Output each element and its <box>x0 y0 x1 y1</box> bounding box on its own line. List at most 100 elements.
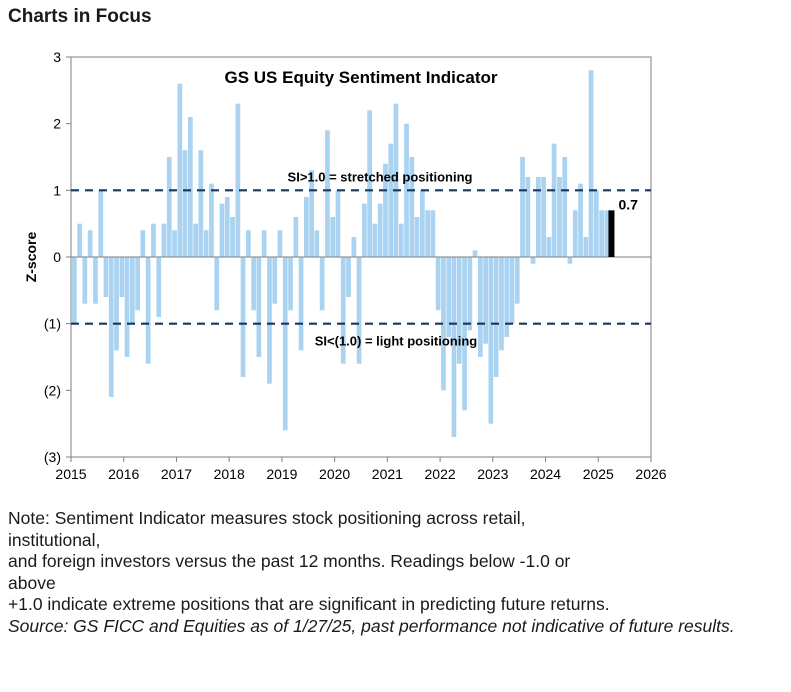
sentiment-bar <box>504 257 510 337</box>
sentiment-bar <box>441 257 446 391</box>
sentiment-bar <box>161 223 167 257</box>
sentiment-bar <box>388 143 394 257</box>
sentiment-bar <box>462 257 467 411</box>
latest-bar <box>608 210 615 257</box>
sentiment-bar <box>156 257 162 317</box>
x-tick-label: 2023 <box>477 466 508 482</box>
sentiment-bar <box>435 257 441 311</box>
sentiment-bar <box>108 257 114 397</box>
sentiment-bar <box>335 190 341 257</box>
sentiment-bar <box>530 257 536 264</box>
sentiment-bar <box>340 257 346 364</box>
sentiment-bar <box>562 157 568 257</box>
sentiment-bar <box>588 70 594 257</box>
x-tick-label: 2025 <box>583 466 614 482</box>
latest-marker: 0.7 <box>608 196 638 257</box>
sentiment-bar <box>356 257 362 364</box>
reference-lines: SI>1.0 = stretched positioning SI<(1.0) =… <box>71 169 651 349</box>
sentiment-bar <box>288 257 293 311</box>
sentiment-bar <box>583 237 589 257</box>
sentiment-bar <box>103 257 109 297</box>
sentiment-bar <box>82 257 88 304</box>
x-tick-label: 2017 <box>161 466 192 482</box>
sentiment-bar <box>87 230 93 257</box>
sentiment-bar <box>493 257 499 377</box>
x-tick-label: 2015 <box>55 466 86 482</box>
sentiment-bar <box>214 257 220 311</box>
sentiment-bar <box>420 190 425 257</box>
sentiment-bar <box>509 257 515 324</box>
sentiment-bar <box>478 257 483 357</box>
reference-line-label: SI<(1.0) = light positioning <box>315 334 478 349</box>
sentiment-bar <box>124 257 130 357</box>
sentiment-bar <box>182 150 188 257</box>
sentiment-bar <box>499 257 504 351</box>
sentiment-bar <box>230 217 235 257</box>
note-line-5: +1.0 indicate extreme positions that are… <box>8 594 610 615</box>
sentiment-bar <box>177 83 183 257</box>
sentiment-bar <box>203 230 209 257</box>
sentiment-bar <box>404 123 409 257</box>
sentiment-bar <box>572 210 578 257</box>
y-tick-label: 3 <box>53 49 61 65</box>
sentiment-bar <box>198 150 204 257</box>
sentiment-bar <box>277 230 283 257</box>
sentiment-bar <box>525 177 531 257</box>
sentiment-bar <box>377 203 383 257</box>
sentiment-bar <box>551 143 557 257</box>
sentiment-bar <box>267 257 272 384</box>
sentiment-bar <box>224 197 230 257</box>
sentiment-chart: SI>1.0 = stretched positioning SI<(1.0) =… <box>23 49 667 482</box>
note-line-4: above <box>8 572 56 593</box>
chart-note: Note: Sentiment Indicator measures stock… <box>8 508 788 638</box>
latest-value-label: 0.7 <box>618 196 638 212</box>
sentiment-bar <box>594 190 599 257</box>
sentiment-bar <box>362 203 367 257</box>
sentiment-bar <box>140 230 146 257</box>
chart-title: GS US Equity Sentiment Indicator <box>225 68 498 87</box>
sentiment-bar <box>209 183 214 257</box>
sentiment-bar <box>251 257 256 311</box>
x-tick-label: 2022 <box>425 466 456 482</box>
page-heading: Charts in Focus <box>8 6 152 27</box>
sentiment-bar <box>272 257 278 304</box>
y-axis-ticks: 3 2 1 0 (1) (2) (3) <box>44 49 71 465</box>
sentiment-bar <box>451 257 457 437</box>
sentiment-bar <box>425 210 430 257</box>
sentiment-bar <box>314 230 320 257</box>
sentiment-bar <box>557 177 562 257</box>
x-tick-label: 2016 <box>108 466 139 482</box>
sentiment-bar <box>546 237 552 257</box>
x-tick-label: 2019 <box>266 466 297 482</box>
sentiment-bar <box>298 257 304 351</box>
note-line-1: Note: Sentiment Indicator measures stock… <box>8 508 526 528</box>
sentiment-bar <box>393 103 399 257</box>
x-axis-ticks: 2015 2016 2017 2018 2019 2020 2021 2022 2023 2024… <box>55 457 667 482</box>
sentiment-bar <box>240 257 246 377</box>
source-line: Source: GS FICC and Equities as of 1/27/… <box>8 615 735 636</box>
sentiment-bar <box>456 257 462 364</box>
sentiment-bar <box>367 110 372 257</box>
x-tick-label: 2024 <box>530 466 561 482</box>
sentiment-bar <box>520 157 525 257</box>
x-tick-label: 2026 <box>635 466 666 482</box>
sentiment-bar <box>330 217 336 257</box>
sentiment-bar <box>541 177 546 257</box>
sentiment-bar <box>599 210 604 257</box>
sentiment-bar <box>536 177 541 257</box>
sentiment-bar <box>319 257 325 311</box>
sentiment-bar <box>414 217 420 257</box>
y-tick-label: (2) <box>44 382 61 398</box>
sentiment-bar <box>346 257 351 297</box>
sentiment-bar <box>514 257 520 304</box>
sentiment-bar <box>77 223 82 257</box>
y-tick-label: 1 <box>53 182 61 198</box>
sentiment-bar <box>130 257 135 324</box>
sentiment-bar <box>119 257 125 297</box>
sentiment-bar <box>219 203 225 257</box>
x-tick-label: 2021 <box>372 466 403 482</box>
sentiment-bar <box>193 223 198 257</box>
sentiment-bar <box>472 250 478 257</box>
sentiment-bar <box>114 257 119 351</box>
sentiment-bar <box>372 223 378 257</box>
